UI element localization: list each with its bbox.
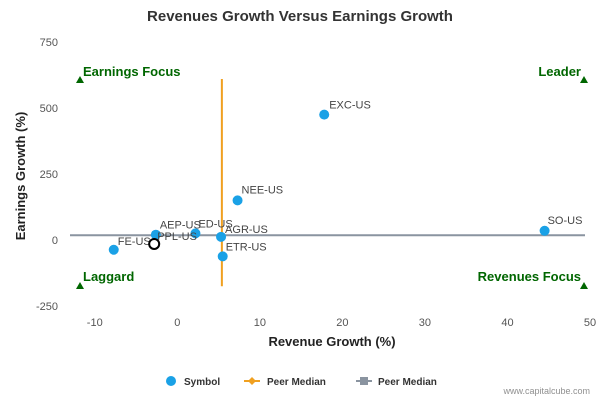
legend-label-peer-median-gray: Peer Median (378, 377, 437, 388)
y-tick-label: 750 (40, 37, 58, 49)
legend-peer-median-marker-orange (248, 377, 256, 385)
quadrant-marker-top-right (580, 76, 588, 83)
quadrant-label-leader: Leader (538, 64, 581, 79)
point-aep-us (150, 229, 161, 240)
quadrant-label-revenues-focus: Revenues Focus (478, 269, 581, 284)
x-axis-title: Revenue Growth (%) (268, 334, 395, 349)
quadrant-label-earnings-focus: Earnings Focus (83, 64, 181, 79)
point-label-nee-us: NEE-US (242, 184, 284, 196)
point-exc-us (319, 109, 330, 120)
point-label-ed-us: ED-US (198, 218, 232, 230)
x-tick-label: 30 (419, 317, 431, 329)
legend-symbol-marker (166, 376, 176, 386)
point-label-agr-us: AGR-US (225, 224, 268, 236)
y-tick-label: 0 (52, 235, 58, 247)
x-tick-label: 20 (336, 317, 348, 329)
x-tick-label: 0 (174, 317, 180, 329)
y-tick-label: 500 (40, 103, 58, 115)
axes: -10 0 10 20 30 40 50 -250 0 250 500 750 (36, 37, 596, 329)
quadrant-marker-top-left (76, 76, 84, 83)
point-nee-us (232, 195, 243, 206)
point-ed-us (190, 228, 201, 239)
legend-label-symbol: Symbol (184, 377, 220, 388)
point-label-so-us: SO-US (548, 215, 583, 227)
quadrant-marker-bottom-left (76, 282, 84, 289)
point-etr-us (217, 251, 228, 262)
y-tick-label: -250 (36, 301, 58, 313)
x-tick-label: 10 (254, 317, 266, 329)
highlight-point-ppl-us (148, 237, 161, 250)
chart-title: Revenues Growth Versus Earnings Growth (147, 8, 453, 25)
point-label-fe-us: FE-US (118, 236, 151, 248)
point-agr-us (216, 231, 227, 242)
legend[interactable]: Symbol Peer Median Peer Median (166, 376, 437, 388)
x-tick-label: 50 (584, 317, 596, 329)
point-label-exc-us: EXC-US (329, 100, 371, 112)
x-tick-label: -10 (87, 317, 103, 329)
legend-peer-median-marker-gray (360, 377, 368, 385)
quadrant-marker-bottom-right (580, 282, 588, 289)
y-tick-label: 250 (40, 169, 58, 181)
quadrant-labels: Earnings Focus Leader Laggard Revenues Focu… (76, 64, 588, 289)
legend-label-peer-median-orange: Peer Median (267, 377, 326, 388)
y-axis-title: Earnings Growth (%) (13, 112, 28, 241)
credit-text: www.capitalcube.com (502, 386, 590, 396)
point-label-etr-us: ETR-US (226, 241, 267, 253)
x-tick-label: 40 (501, 317, 513, 329)
quadrant-label-laggard: Laggard (83, 269, 134, 284)
point-fe-us (108, 244, 119, 255)
point-label-aep-us: AEP-US (160, 220, 201, 232)
peer-median-lines (70, 78, 585, 287)
point-label-ppl-us: PPL-US (157, 231, 197, 243)
point-so-us (539, 225, 550, 236)
